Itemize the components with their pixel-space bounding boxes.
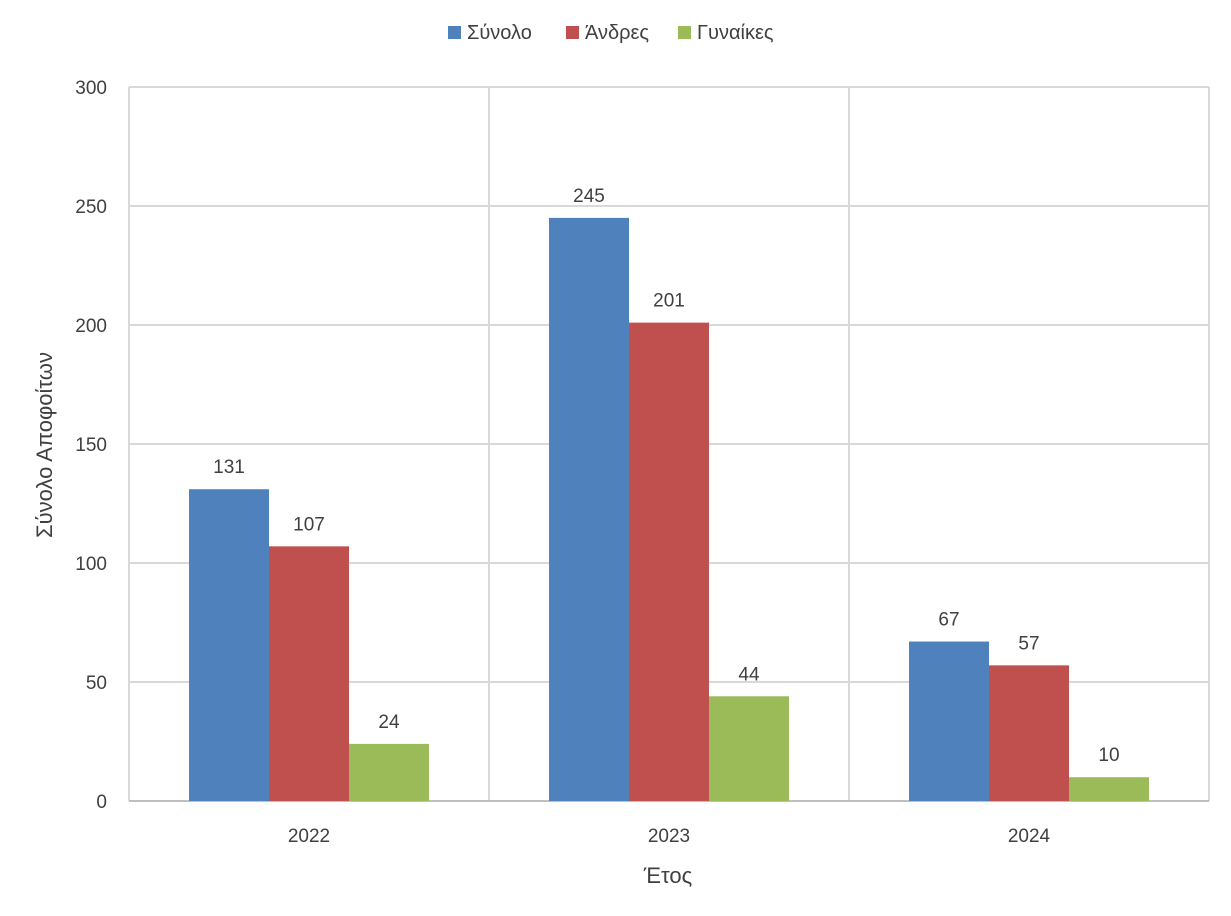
bar <box>909 641 989 801</box>
y-tick-label: 250 <box>75 197 107 218</box>
legend: Σύνολο Άνδρες Γυναίκες <box>448 22 774 44</box>
legend-swatch <box>678 26 691 39</box>
data-label: 67 <box>938 610 959 631</box>
x-tick-label: 2024 <box>1008 826 1051 847</box>
bar <box>1069 777 1149 801</box>
legend-label: Γυναίκες <box>697 22 774 44</box>
bar <box>709 696 789 801</box>
legend-swatch <box>566 26 579 39</box>
x-axis-title: Έτος <box>643 863 692 888</box>
data-label: 107 <box>293 514 325 535</box>
y-tick-labels: 0 50 100 150 200 250 300 <box>75 78 107 813</box>
data-label: 245 <box>573 186 605 207</box>
y-tick-label: 0 <box>96 792 107 813</box>
bars <box>189 217 1149 801</box>
legend-label: Σύνολο <box>467 22 532 44</box>
data-label: 57 <box>1018 633 1039 654</box>
bar <box>349 743 429 801</box>
x-tick-label: 2023 <box>648 826 690 847</box>
y-tick-label: 50 <box>86 673 107 694</box>
x-tick-labels: 2022 2023 2024 <box>288 826 1051 847</box>
bar <box>269 546 349 801</box>
bar <box>549 217 629 801</box>
y-tick-label: 150 <box>75 435 107 456</box>
bar <box>189 489 269 801</box>
data-label: 24 <box>378 712 400 733</box>
data-labels: 131 107 24 245 201 44 67 57 10 <box>213 186 1119 766</box>
data-label: 44 <box>738 664 760 685</box>
y-tick-label: 200 <box>75 316 107 337</box>
data-label: 10 <box>1098 745 1119 766</box>
bar <box>629 322 709 801</box>
data-label: 131 <box>213 457 245 478</box>
data-label: 201 <box>653 291 685 312</box>
x-tick-label: 2022 <box>288 826 330 847</box>
bar <box>989 665 1069 801</box>
y-tick-label: 100 <box>75 554 107 575</box>
y-tick-label: 300 <box>75 78 107 99</box>
legend-label: Άνδρες <box>585 22 649 44</box>
legend-swatch <box>448 26 461 39</box>
y-axis-title: Σύνολο Αποφοίτων <box>32 352 57 538</box>
